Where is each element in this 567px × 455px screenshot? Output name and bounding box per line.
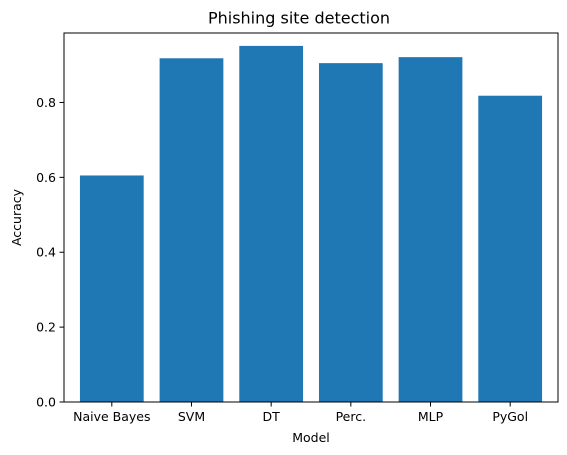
x-tick-label-naive-bayes: Naive Bayes: [73, 409, 150, 424]
chart-title: Phishing site detection: [208, 9, 390, 28]
y-tick-label: 0.2: [36, 320, 56, 335]
x-tick-label-svm: SVM: [178, 409, 205, 424]
bar-perc: [318, 63, 383, 403]
x-tick-label-pygol: PyGol: [492, 409, 528, 424]
x-tick-label-mlp: MLP: [418, 409, 444, 424]
y-tick-label: 0.0: [36, 395, 56, 410]
x-axis-ticks: Naive Bayes SVM DT Perc. MLP PyGol: [73, 402, 528, 424]
x-axis-label: Model: [292, 430, 330, 445]
bar-dt: [239, 45, 304, 402]
bar-mlp: [398, 57, 463, 402]
plot-frame: [63, 32, 559, 403]
bar-pygol: [478, 95, 543, 403]
bars-group: [79, 45, 543, 403]
y-tick-label: 0.8: [36, 95, 56, 110]
y-tick-label: 0.4: [36, 245, 56, 260]
x-tick-label-dt: DT: [263, 409, 281, 424]
bar-svm: [159, 58, 224, 402]
y-axis-ticks: 0.0 0.2 0.4 0.6 0.8: [36, 95, 64, 410]
x-tick-label-perc: Perc.: [336, 409, 367, 424]
bar-naive-bayes: [79, 175, 144, 402]
y-tick-label: 0.6: [36, 170, 56, 185]
y-axis-label: Accuracy: [9, 188, 24, 246]
